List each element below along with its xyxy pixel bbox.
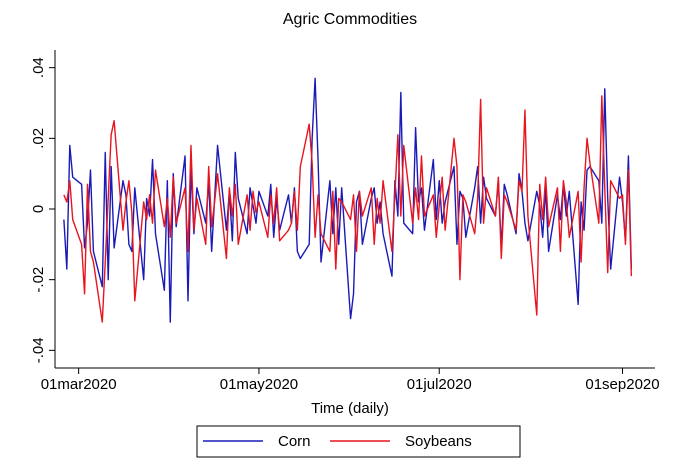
legend-label: Soybeans	[405, 433, 472, 450]
line-series	[63, 95, 633, 323]
legend-label: Corn	[278, 433, 311, 450]
x-tick-label: 01sep2020	[585, 376, 659, 393]
x-tick-label: 01mar2020	[41, 376, 117, 393]
y-tick-label: .02	[30, 128, 47, 149]
y-tick-label: .04	[30, 57, 47, 78]
y-tick-label: 0	[30, 205, 47, 213]
y-tick-label: -.02	[30, 267, 47, 293]
chart-title: Agric Commodities	[283, 11, 417, 28]
x-tick-label: 01may2020	[220, 376, 298, 393]
x-tick-label: 01jul2020	[407, 376, 472, 393]
y-tick-label: -.04	[30, 337, 47, 363]
x-axis-title: Time (daily)	[311, 400, 389, 417]
